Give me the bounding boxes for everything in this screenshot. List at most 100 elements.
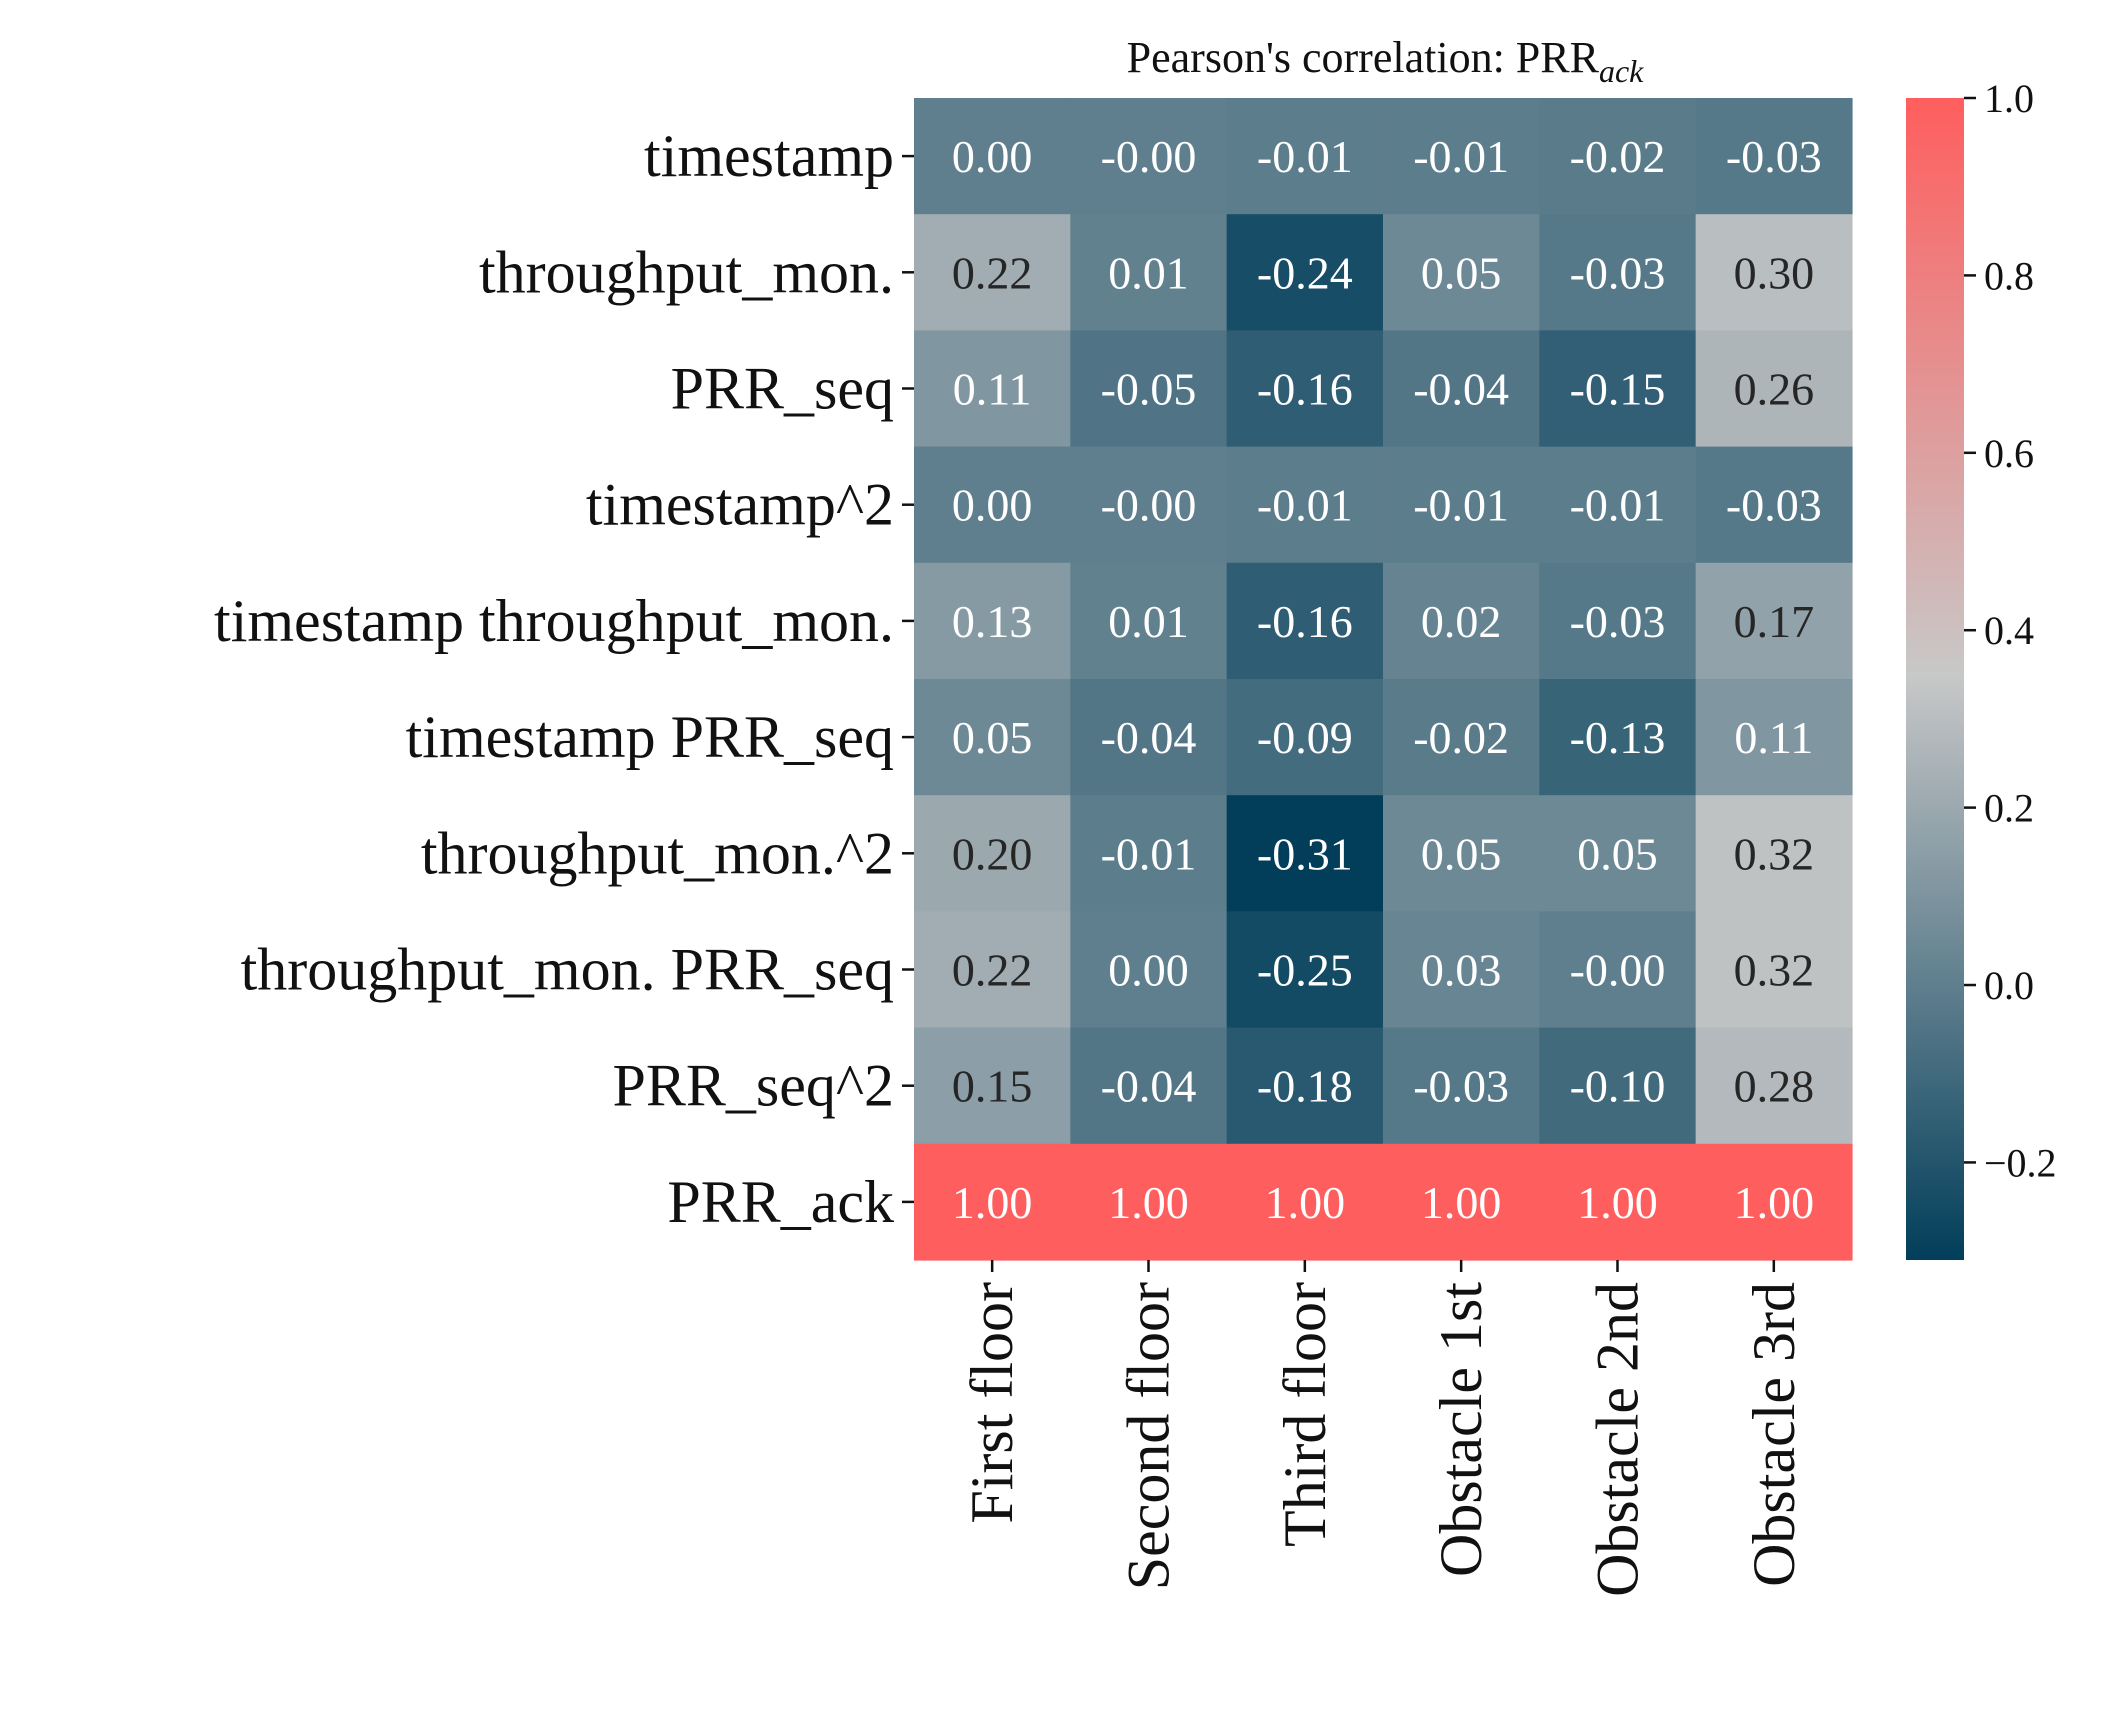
heatmap-cell [1070, 98, 1228, 215]
heatmap-cell [1070, 330, 1228, 448]
heatmap-cell [1382, 679, 1540, 796]
heatmap-cell [1695, 911, 1853, 1029]
heatmap-cell [1539, 98, 1697, 215]
cell-value-label: -0.05 [1101, 364, 1197, 415]
heatmap-cell [1226, 98, 1384, 215]
heatmap-cell [1226, 446, 1384, 564]
cell-value-label: -0.15 [1570, 364, 1666, 415]
heatmap-cell [914, 795, 1071, 912]
heatmap-cells [914, 98, 1853, 1261]
cell-value-label: 0.26 [1734, 364, 1815, 415]
cell-value-label: -0.16 [1257, 596, 1353, 647]
x-tick-label-first-floor: First floor [959, 1282, 1025, 1524]
heatmap-cell [1382, 795, 1540, 912]
cell-value-label: -0.01 [1257, 480, 1353, 531]
heatmap-cell [1539, 1027, 1697, 1145]
heatmap-cell [1070, 562, 1228, 680]
cell-value-label: 0.15 [952, 1061, 1033, 1112]
cell-value-label: 0.11 [1734, 712, 1813, 763]
heatmap-cell [1070, 1143, 1228, 1261]
heatmap-cell [1695, 795, 1853, 912]
cell-value-label: -0.04 [1413, 364, 1509, 415]
y-tick-label-timestamp-2: timestamp^2 [586, 472, 894, 538]
colorbar-tick-label: 1.0 [1984, 76, 2034, 121]
heatmap-cell [1226, 214, 1384, 331]
cell-value-label: 1.00 [1577, 1177, 1658, 1228]
cell-value-label: 0.05 [952, 712, 1033, 763]
heatmap-cell [914, 911, 1071, 1029]
heatmap-cell-labels: 0.00 -0.00 -0.01 -0.01 -0.02 -0.03 0.22 0.01 -0.… [952, 131, 1822, 1228]
x-tick-label-obstacle-1st: Obstacle 1st [1428, 1282, 1494, 1577]
cell-value-label: -0.00 [1570, 945, 1666, 996]
cell-value-label: -0.01 [1570, 480, 1666, 531]
y-tick-label-timestamp: timestamp [644, 123, 894, 189]
cell-value-label: -0.01 [1101, 828, 1197, 879]
heatmap-cell [1226, 330, 1384, 448]
heatmap-cell [1070, 214, 1228, 331]
heatmap-cell [914, 1027, 1071, 1145]
heatmap-cell [1539, 214, 1697, 331]
cell-value-label: 1.00 [952, 1177, 1033, 1228]
cell-value-label: 0.02 [1421, 596, 1502, 647]
cell-value-label: 0.22 [952, 247, 1033, 298]
cell-value-label: -0.18 [1257, 1061, 1353, 1112]
colorbar-tick-label: 0.2 [1984, 786, 2034, 831]
heatmap-cell [1226, 911, 1384, 1029]
heatmap-cell [1539, 679, 1697, 796]
heatmap-cell [914, 562, 1071, 680]
y-tick-label-prr-seq: PRR_seq [671, 356, 894, 422]
heatmap-cell [1539, 330, 1697, 448]
cell-value-label: 0.05 [1421, 828, 1502, 879]
heatmap-cell [1539, 562, 1697, 680]
cell-value-label: -0.03 [1413, 1061, 1509, 1112]
cell-value-label: 0.03 [1421, 945, 1502, 996]
colorbar-tick-label: 0.8 [1984, 253, 2034, 298]
heatmap-cell [1070, 911, 1228, 1029]
cell-value-label: 0.30 [1734, 247, 1815, 298]
cell-value-label: -0.00 [1101, 131, 1197, 182]
cell-value-label: -0.03 [1570, 247, 1666, 298]
heatmap-cell [1695, 562, 1853, 680]
y-tick-label-timestamp-throughput-mon: timestamp throughput_mon. [214, 588, 894, 654]
x-tick-label-third-floor: Third floor [1272, 1282, 1338, 1547]
cell-value-label: -0.10 [1570, 1061, 1666, 1112]
colorbar-tick-label: 0.4 [1984, 608, 2034, 653]
x-tick-label-second-floor: Second floor [1115, 1282, 1181, 1590]
heatmap-cell [914, 1143, 1071, 1261]
heatmap-cell [1695, 679, 1853, 796]
cell-value-label: 0.22 [952, 945, 1033, 996]
cell-value-label: 0.11 [953, 364, 1032, 415]
cell-value-label: -0.25 [1257, 945, 1353, 996]
heatmap-cell [1070, 795, 1228, 912]
heatmap-cell [1226, 679, 1384, 796]
y-tick-label-throughput-mon-prr-seq: throughput_mon. PRR_seq [241, 937, 894, 1003]
heatmap-cell [1070, 1027, 1228, 1145]
heatmap-cell [914, 98, 1071, 215]
y-tick-label-timestamp-prr-seq: timestamp PRR_seq [406, 704, 894, 770]
chart-title: Pearson's correlation: PRRack [1127, 33, 1645, 89]
cell-value-label: 0.00 [952, 131, 1033, 182]
heatmap-cell [1695, 1143, 1853, 1261]
colorbar: −0.2 0.0 0.2 0.4 0.6 0.8 1.0 [1906, 76, 2057, 1260]
cell-value-label: -0.04 [1101, 712, 1197, 763]
heatmap-cell [1695, 446, 1853, 564]
heatmap-cell [1382, 562, 1540, 680]
cell-value-label: -0.03 [1726, 131, 1822, 182]
cell-value-label: -0.13 [1570, 712, 1666, 763]
cell-value-label: -0.03 [1726, 480, 1822, 531]
cell-value-label: -0.24 [1257, 247, 1353, 298]
heatmap-cell [1382, 98, 1540, 215]
cell-value-label: -0.01 [1257, 131, 1353, 182]
heatmap-cell [914, 330, 1071, 448]
x-axis-ticks: First floor Second floor Third floor Obstac… [959, 1260, 1807, 1597]
cell-value-label: 0.01 [1108, 596, 1189, 647]
cell-value-label: -0.04 [1101, 1061, 1197, 1112]
cell-value-label: 0.28 [1734, 1061, 1815, 1112]
cell-value-label: 0.05 [1421, 247, 1502, 298]
cell-value-label: 1.00 [1265, 1177, 1346, 1228]
heatmap-cell [1695, 1027, 1853, 1145]
y-axis-ticks: timestamp throughput_mon. PRR_seq timestamp… [214, 123, 914, 1235]
cell-value-label: 0.20 [952, 828, 1033, 879]
